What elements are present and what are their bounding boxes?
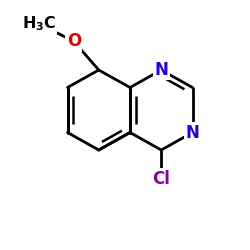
Text: N: N [154,61,168,79]
Text: $\mathregular{H_3C}$: $\mathregular{H_3C}$ [22,14,56,33]
Text: O: O [66,32,81,50]
Text: Cl: Cl [152,170,170,188]
Text: N: N [186,124,200,142]
